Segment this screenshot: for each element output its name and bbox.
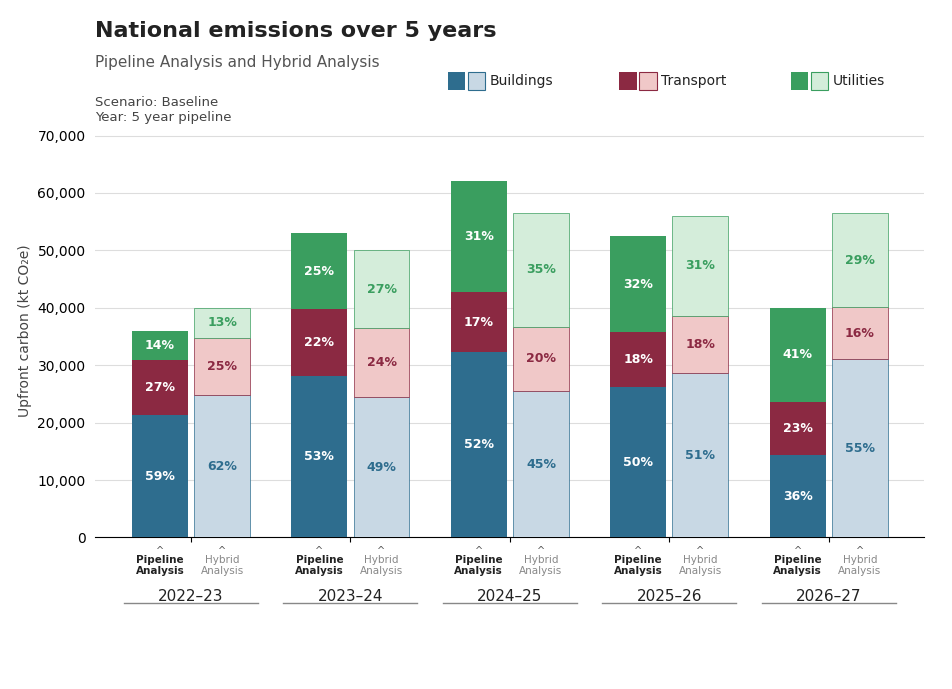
Bar [450, 292, 506, 352]
Bar [131, 415, 188, 537]
Text: 51%: 51% [684, 449, 715, 462]
Text: 2022–23: 2022–23 [158, 589, 224, 604]
Bar [512, 391, 568, 537]
Bar [831, 307, 887, 359]
Text: Pipeline
Analysis: Pipeline Analysis [135, 555, 184, 576]
Bar [609, 332, 665, 387]
Text: Scenario: Baseline
Year: 5 year pipeline: Scenario: Baseline Year: 5 year pipeline [95, 96, 231, 125]
Text: ^: ^ [218, 546, 226, 556]
Text: 59%: 59% [145, 470, 174, 483]
Y-axis label: Upfront carbon (kt CO₂e): Upfront carbon (kt CO₂e) [18, 245, 31, 417]
Text: Hybrid
Analysis: Hybrid Analysis [838, 555, 881, 576]
Bar [291, 376, 347, 537]
Text: ^: ^ [474, 546, 483, 556]
Text: 55%: 55% [844, 442, 874, 455]
Text: 27%: 27% [367, 282, 396, 296]
Text: Utilities: Utilities [832, 74, 884, 88]
Text: 22%: 22% [304, 336, 334, 349]
Text: Hybrid
Analysis: Hybrid Analysis [200, 555, 244, 576]
Bar [512, 213, 568, 327]
Bar [609, 236, 665, 333]
Bar [512, 327, 568, 391]
Text: ^: ^ [315, 546, 323, 556]
Bar [131, 331, 188, 360]
Text: National emissions over 5 years: National emissions over 5 years [95, 21, 496, 41]
Text: 2026–27: 2026–27 [795, 589, 861, 604]
Text: 14%: 14% [145, 339, 174, 351]
Text: 24%: 24% [367, 356, 396, 369]
Bar [769, 308, 824, 402]
Bar [672, 216, 727, 316]
Bar [450, 181, 506, 292]
Bar [131, 360, 188, 415]
Text: 53%: 53% [304, 451, 334, 463]
Bar [831, 359, 887, 537]
Text: Hybrid
Analysis: Hybrid Analysis [678, 555, 722, 576]
Bar [769, 402, 824, 455]
Text: 31%: 31% [464, 230, 493, 243]
Bar [194, 308, 249, 338]
Text: 49%: 49% [367, 460, 396, 473]
Bar [194, 338, 249, 395]
Text: 52%: 52% [464, 438, 493, 451]
Text: 62%: 62% [207, 460, 237, 473]
Text: 23%: 23% [782, 422, 812, 435]
Text: Pipeline
Analysis: Pipeline Analysis [613, 555, 662, 576]
Text: 29%: 29% [844, 254, 874, 267]
Text: ^: ^ [696, 546, 704, 556]
Text: Pipeline
Analysis: Pipeline Analysis [294, 555, 344, 576]
Text: Pipeline
Analysis: Pipeline Analysis [454, 555, 503, 576]
Bar [353, 397, 409, 537]
Text: 50%: 50% [623, 455, 652, 469]
Text: 41%: 41% [782, 349, 812, 361]
Bar [831, 213, 887, 307]
Text: 2024–25: 2024–25 [477, 589, 542, 604]
Bar [291, 309, 347, 376]
Text: 18%: 18% [684, 338, 715, 351]
Text: ^: ^ [155, 546, 164, 556]
Text: ^: ^ [793, 546, 801, 556]
Text: 31%: 31% [684, 259, 715, 272]
Text: ^: ^ [855, 546, 863, 556]
Text: Hybrid
Analysis: Hybrid Analysis [519, 555, 562, 576]
Text: Transport: Transport [661, 74, 726, 88]
Text: 27%: 27% [145, 381, 174, 394]
Text: 17%: 17% [464, 316, 493, 329]
Text: 45%: 45% [526, 458, 555, 471]
Text: 36%: 36% [782, 490, 812, 502]
Text: 2023–24: 2023–24 [317, 589, 383, 604]
Text: ^: ^ [633, 546, 642, 556]
Text: 32%: 32% [623, 278, 652, 291]
Text: Pipeline
Analysis: Pipeline Analysis [772, 555, 822, 576]
Text: 25%: 25% [207, 360, 237, 373]
Bar [672, 316, 727, 373]
Bar [769, 455, 824, 537]
Text: Pipeline Analysis and Hybrid Analysis: Pipeline Analysis and Hybrid Analysis [95, 55, 380, 70]
Text: 2025–26: 2025–26 [636, 589, 702, 604]
Text: Hybrid
Analysis: Hybrid Analysis [360, 555, 403, 576]
Text: 13%: 13% [207, 316, 237, 329]
Text: 18%: 18% [623, 353, 652, 366]
Text: 35%: 35% [526, 263, 555, 276]
Text: Buildings: Buildings [489, 74, 553, 88]
Bar [672, 373, 727, 537]
Bar [353, 250, 409, 328]
Text: 20%: 20% [526, 353, 555, 365]
Bar [291, 233, 347, 309]
Text: 16%: 16% [844, 327, 874, 340]
Text: 25%: 25% [304, 265, 334, 278]
Text: ^: ^ [536, 546, 545, 556]
Bar [450, 352, 506, 537]
Bar [353, 328, 409, 397]
Bar [194, 395, 249, 537]
Bar [609, 387, 665, 537]
Text: ^: ^ [377, 546, 386, 556]
